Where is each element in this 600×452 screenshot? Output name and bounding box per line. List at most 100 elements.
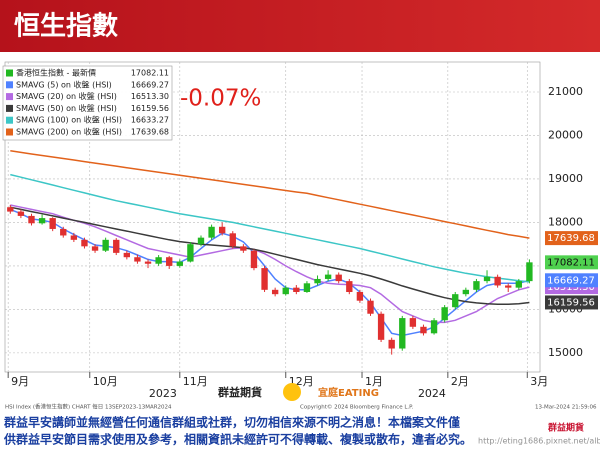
- copyright: Copyright© 2024 Bloomberg Finance L.P.: [300, 404, 414, 411]
- value-tag: [545, 273, 598, 288]
- source: HSI Index (香港恒生指數) CHART 每日 13SEP2023-13…: [5, 403, 172, 411]
- candle-body: [113, 239, 120, 253]
- value-tag: [545, 295, 598, 310]
- candle-body: [526, 262, 533, 282]
- candle-body: [144, 261, 152, 264]
- candle-body: [441, 307, 448, 321]
- candle-body: [271, 289, 279, 295]
- candle-body: [483, 276, 491, 282]
- y-tick-label: 18000: [548, 215, 583, 228]
- candle-body: [7, 207, 14, 212]
- legend-swatch: [6, 116, 13, 124]
- candle-body: [261, 268, 268, 290]
- candle-body: [38, 218, 46, 224]
- disclaimer: 群益早安講師並無經營任何通信群組或社群，切勿相信來源不明之消息！本檔案文件僅: [3, 415, 460, 430]
- legend-label: SMAVG (50) on 收盤 (HSI): [16, 103, 117, 113]
- y-tick-label: 21000: [548, 85, 583, 98]
- year-label: 2023: [149, 387, 177, 400]
- value-tag-label: 17082.11: [547, 257, 595, 268]
- x-tick-label: 9月: [11, 375, 29, 388]
- candle-body: [293, 287, 300, 292]
- candle-body: [123, 252, 131, 258]
- candle-body: [303, 283, 311, 292]
- watermark: http://eting1686.pixnet.net/album: [478, 437, 600, 446]
- sun-icon: [283, 383, 301, 401]
- x-tick-label: 3月: [530, 375, 548, 388]
- legend-swatch: [6, 104, 13, 112]
- candle-body: [166, 257, 173, 266]
- candle-body: [91, 246, 99, 251]
- x-tick-label: 2月: [451, 375, 469, 388]
- value-tag-label: 16513.30: [547, 282, 595, 293]
- ma-line: [10, 206, 530, 305]
- candle-body: [473, 281, 480, 290]
- candle-body: [462, 289, 470, 295]
- annotation: -0.07%: [180, 86, 261, 112]
- candle-body: [324, 274, 332, 279]
- legend-value: 17082.11: [131, 69, 169, 78]
- legend-swatch: [6, 69, 13, 77]
- candle-body: [335, 274, 342, 282]
- y-tick-label: 15000: [548, 346, 583, 359]
- candle-body: [70, 235, 78, 240]
- y-tick-label: 20000: [548, 128, 583, 141]
- candle-body: [377, 313, 385, 340]
- candle-body: [208, 226, 215, 238]
- candle-body: [17, 211, 25, 216]
- value-tag-label: 16159.56: [547, 297, 595, 308]
- ma-line: [10, 204, 530, 324]
- legend-value: 16669.27: [131, 80, 169, 89]
- plot: 150001600017000180001900020000210009月10月…: [2, 61, 598, 400]
- value-tag: [545, 255, 598, 270]
- disclaimer: 供群益早安節目需求使用及參考，相關資訊未經許可不得轉載、複製或散布，違者必究。: [3, 432, 472, 447]
- value-tag: [545, 231, 598, 246]
- candle-body: [505, 285, 512, 288]
- legend-label: SMAVG (5) on 收盤 (HSI): [16, 79, 112, 89]
- candle-body: [134, 257, 141, 262]
- candle-body: [49, 218, 56, 229]
- candle-body: [494, 276, 501, 286]
- header-bar: [0, 0, 600, 52]
- candle-body: [367, 300, 374, 314]
- x-tick-label: 11月: [183, 375, 208, 388]
- candle-body: [219, 226, 226, 234]
- ma-line: [10, 149, 530, 239]
- year-label: 2024: [418, 387, 446, 400]
- value-tag-label: 17639.68: [547, 233, 595, 244]
- header-title: 恒生指數: [14, 12, 118, 42]
- candle-body: [346, 281, 353, 292]
- candle-body: [229, 233, 236, 247]
- candle-body: [176, 261, 183, 266]
- candle-body: [155, 257, 162, 264]
- legend-value: 16633.27: [131, 116, 169, 125]
- x-tick-label: 1月: [365, 375, 383, 388]
- legend-swatch: [6, 128, 13, 136]
- candle-body: [515, 281, 522, 288]
- legend-label: SMAVG (200) on 收盤 (HSI): [16, 127, 122, 137]
- legend-swatch: [6, 93, 13, 101]
- candle-body: [60, 228, 67, 236]
- legend-value: 16159.56: [131, 104, 169, 113]
- candle-body: [388, 339, 395, 349]
- candle-body: [409, 318, 417, 327]
- legend-value: 16513.30: [131, 92, 169, 101]
- legend-label: 香港恒生指數 - 最新價: [16, 68, 96, 78]
- candle-body: [240, 246, 247, 251]
- legend-value: 17639.68: [131, 128, 169, 137]
- x-tick-label: 10月: [93, 375, 118, 388]
- candle-body: [250, 250, 258, 269]
- candle-body: [452, 294, 459, 308]
- candle-body: [399, 318, 406, 349]
- legend-label: SMAVG (100) on 收盤 (HSI): [16, 115, 122, 125]
- logo-right: 宜庭EATING: [318, 386, 379, 399]
- logo-left: 群益期貨: [217, 385, 262, 399]
- candle-body: [197, 237, 205, 245]
- y-tick-label: 19000: [548, 172, 583, 185]
- legend-box: [2, 65, 173, 141]
- candle-body: [102, 239, 109, 251]
- candle-body: [282, 287, 289, 295]
- candle-body: [187, 244, 194, 262]
- candle-body: [81, 239, 88, 247]
- candle-body: [28, 215, 35, 224]
